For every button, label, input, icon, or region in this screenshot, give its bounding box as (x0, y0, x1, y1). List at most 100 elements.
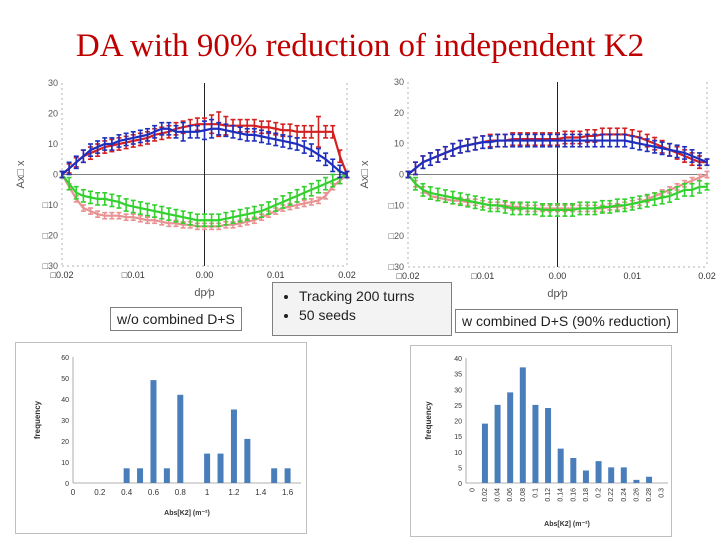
histogram-bar (595, 461, 602, 483)
x-tick-label: □0.02 (51, 270, 74, 280)
x-tick-label: 0.04 (495, 488, 502, 502)
histogram-bar (217, 453, 224, 483)
x-axis-label: Abs[K2] (m⁻²) (164, 510, 210, 517)
x-tick-label: 0.1 (532, 488, 539, 498)
x-tick-label: 0.02 (482, 488, 489, 502)
histogram-bar (608, 467, 615, 483)
y-tick-label: 20 (48, 109, 58, 119)
histogram-bar (481, 423, 488, 483)
x-tick-label: 0.12 (545, 488, 552, 502)
x-tick-label: 0.02 (698, 271, 716, 281)
y-tick-label: 10 (454, 450, 462, 457)
slide-title: DA with 90% reduction of independent K2 (75, 28, 645, 64)
x-tick-label: 0.24 (621, 488, 628, 502)
histogram-bar (570, 458, 577, 483)
x-tick-label: 0.01 (623, 271, 641, 281)
y-tick-label: 0 (65, 481, 69, 488)
x-tick-label: 0.02 (338, 270, 356, 280)
histogram-bar (271, 468, 278, 483)
x-tick-label: 0.08 (520, 488, 527, 502)
x-tick-label: 0.14 (558, 488, 565, 502)
y-axis-label: frequency (424, 401, 433, 440)
histogram-bar (633, 479, 640, 483)
histogram-bar (507, 392, 514, 483)
y-tick-label: 50 (61, 376, 69, 383)
y-tick-label: 20 (454, 419, 462, 426)
y-tick-label: 10 (61, 460, 69, 467)
y-tick-label: 30 (454, 387, 462, 394)
x-tick-label: □0.01 (471, 271, 494, 281)
x-axis-label: dp⁄p (194, 287, 214, 299)
y-tick-label: 40 (454, 356, 462, 363)
y-tick-label: 40 (61, 397, 69, 404)
da-plot-without-ds: 30 20 10 0 □10 □20 □30□0.02 □0.01 0.00 0.01 0.02 dp… (15, 78, 356, 299)
x-tick-label: 0.00 (196, 270, 214, 280)
y-tick-label: 5 (458, 465, 462, 472)
bullet-tracking-turns: Tracking 200 turns (299, 287, 451, 306)
y-tick-label: 30 (48, 78, 58, 88)
x-tick-label: 0.18 (583, 488, 590, 502)
histogram-bar (519, 367, 526, 483)
x-tick-label: 1 (205, 488, 210, 497)
y-tick-label: 60 (61, 355, 69, 362)
x-tick-label: 1.4 (255, 488, 267, 497)
y-tick-label: 25 (454, 403, 462, 410)
histogram-bar (532, 404, 539, 483)
y-tick-label: 0 (53, 170, 58, 180)
x-tick-label: 0 (71, 488, 76, 497)
histogram-bar (123, 468, 130, 483)
y-tick-label: 15 (454, 434, 462, 441)
x-tick-label: 0.22 (608, 488, 615, 502)
x-tick-label: 0.00 (549, 271, 567, 281)
x-tick-label: 0 (469, 488, 476, 492)
y-tick-label: 20 (394, 108, 404, 118)
y-tick-label: 10 (394, 139, 404, 149)
x-tick-label: 0.16 (570, 488, 577, 502)
x-tick-label: 0.26 (633, 488, 640, 502)
histogram-bar (284, 468, 291, 483)
y-tick-label: □10 (43, 200, 58, 210)
x-tick-label: 1.2 (228, 488, 240, 497)
histogram-bar (545, 408, 552, 483)
x-tick-label: 0.8 (175, 488, 187, 497)
y-tick-label: 10 (48, 139, 58, 149)
x-tick-label: 1.6 (282, 488, 294, 497)
x-axis-label: Abs[K2] (m⁻²) (544, 521, 590, 528)
y-tick-label: □20 (389, 231, 404, 241)
histogram-bar (557, 448, 564, 483)
x-tick-label: 0.2 (596, 488, 603, 498)
y-axis-label: frequency (33, 400, 42, 439)
histogram-bar (137, 468, 144, 483)
x-tick-label: 0.2 (94, 488, 106, 497)
x-tick-label: □0.02 (397, 271, 420, 281)
histogram-bar (204, 453, 211, 483)
y-tick-label: □20 (43, 231, 58, 241)
histogram-bar (230, 409, 237, 483)
tracking-notes: Tracking 200 turns 50 seeds (272, 282, 452, 336)
y-axis-label: Ax□ x (15, 160, 27, 189)
histogram-bar (620, 467, 627, 483)
y-tick-label: 20 (61, 439, 69, 446)
histogram-bar (494, 404, 501, 483)
x-tick-label: 0.4 (121, 488, 133, 497)
histogram-bar (646, 476, 653, 483)
x-tick-label: 0.01 (267, 270, 285, 280)
histogram-with-ds: 0 5 10 15 20 25 30 35 40 0 0.02 0.04 0.06 0.08 0.1 0.12… (410, 345, 672, 537)
histogram-bar (177, 394, 184, 483)
y-axis-label: Ax□ x (359, 160, 371, 189)
da-plot-with-ds: 30 20 10 0 □10 □20 □30□0.02 □0.01 0.00 0.01 0.02 dp… (359, 77, 716, 300)
y-tick-label: □30 (43, 261, 58, 271)
label-with-combined-ds: w combined D+S (90% reduction) (455, 309, 678, 333)
y-tick-label: 30 (61, 418, 69, 425)
bullet-seeds: 50 seeds (299, 306, 451, 325)
x-tick-label: 0.06 (507, 488, 514, 502)
histogram-without-ds: 0 10 20 30 40 50 60 0 0.2 0.4 0.6 0.8 1 1.2 1.4 1.6 Abs[… (15, 342, 307, 534)
y-tick-label: 35 (454, 372, 462, 379)
histogram-bar (582, 470, 589, 483)
y-tick-label: □10 (389, 200, 404, 210)
y-tick-label: 30 (394, 77, 404, 87)
histogram-bar (244, 438, 251, 483)
y-tick-label: □30 (389, 262, 404, 272)
x-axis-label: dp⁄p (547, 288, 567, 300)
x-tick-label: 0.6 (148, 488, 160, 497)
